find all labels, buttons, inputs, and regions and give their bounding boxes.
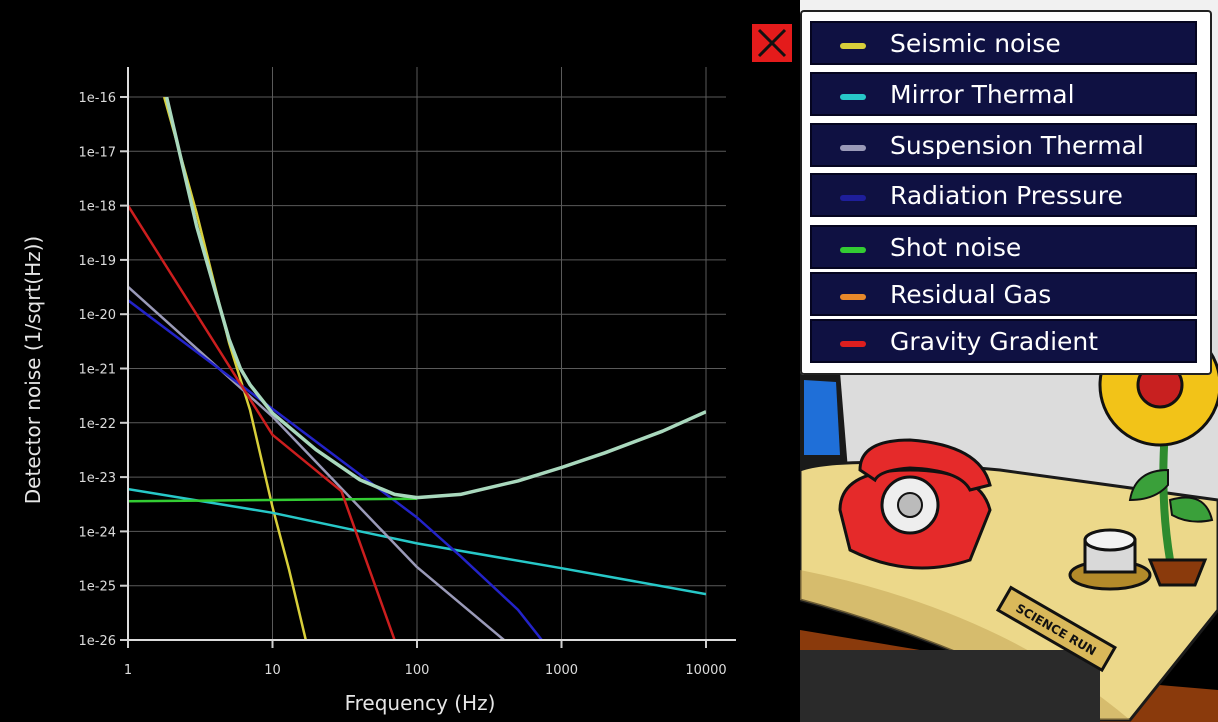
series-line-gravity-gradient: [128, 204, 396, 640]
legend-swatch: [840, 294, 866, 300]
legend-label: Shot noise: [890, 233, 1022, 262]
legend-item-radiation-pressure[interactable]: Radiation Pressure: [810, 173, 1197, 217]
x-axis-title: Frequency (Hz): [345, 691, 496, 715]
series-line-radiation-pressure: [128, 299, 543, 640]
y-tick-label: 1e-16: [78, 91, 116, 106]
chart-grid: [128, 67, 726, 640]
x-tick-label: 1: [124, 663, 132, 678]
legend-item-seismic-noise[interactable]: Seismic noise: [810, 21, 1197, 65]
y-tick-label: 1e-26: [78, 634, 116, 649]
legend-label: Mirror Thermal: [890, 80, 1075, 109]
y-tick-label: 1e-25: [78, 580, 116, 595]
chart-series: [128, 97, 706, 640]
noise-chart: 1 10 100 1000 10000 1e-16 1e-17 1e-18 1e-19 1e-20…: [21, 67, 736, 715]
y-tick-label: 1e-19: [78, 254, 116, 269]
series-line-shot-noise: [128, 497, 418, 503]
y-tick-label: 1e-18: [78, 200, 116, 215]
legend-label: Residual Gas: [890, 280, 1052, 309]
series-legend: Seismic noise Mirror Thermal Suspension …: [800, 10, 1212, 375]
y-axis-title: Detector noise (1/sqrt(Hz)): [21, 236, 45, 504]
telephone-icon: [838, 438, 992, 570]
y-tick-label: 1e-21: [78, 363, 116, 378]
legend-swatch: [840, 145, 866, 151]
y-tick-label: 1e-24: [78, 525, 116, 540]
close-icon: [757, 28, 787, 58]
legend-swatch: [840, 94, 866, 100]
legend-item-mirror-thermal[interactable]: Mirror Thermal: [810, 72, 1197, 116]
legend-item-gravity-gradient[interactable]: Gravity Gradient: [810, 319, 1197, 363]
x-tick-label: 10: [264, 663, 281, 678]
legend-label: Gravity Gradient: [890, 327, 1099, 356]
legend-item-shot-noise[interactable]: Shot noise: [810, 225, 1197, 269]
legend-label: Radiation Pressure: [890, 181, 1123, 210]
series-line-mirror-thermal: [128, 487, 706, 596]
x-tick-label: 100: [405, 663, 430, 678]
series-line-seismic-noise: [162, 97, 308, 640]
series-line-total-noise: [164, 97, 706, 500]
legend-label: Seismic noise: [890, 29, 1061, 58]
close-button[interactable]: [752, 24, 792, 62]
legend-swatch: [840, 341, 866, 347]
x-tick-label: 1000: [545, 663, 578, 678]
button-icon: [1068, 528, 1152, 591]
legend-label: Suspension Thermal: [890, 131, 1144, 160]
series-line-suspension-thermal: [128, 285, 505, 640]
chart-axes: 1 10 100 1000 10000 1e-16 1e-17 1e-18 1e-19 1e-20…: [78, 67, 736, 678]
x-tick-label: 10000: [685, 663, 726, 678]
y-tick-label: 1e-17: [78, 145, 116, 160]
legend-swatch: [840, 247, 866, 253]
floor: [800, 650, 1100, 722]
y-tick-label: 1e-22: [78, 417, 116, 432]
legend-item-suspension-thermal[interactable]: Suspension Thermal: [810, 123, 1197, 167]
legend-swatch: [840, 43, 866, 49]
legend-swatch: [840, 195, 866, 201]
legend-item-residual-gas[interactable]: Residual Gas: [810, 272, 1197, 316]
y-tick-label: 1e-23: [78, 471, 116, 486]
y-tick-label: 1e-20: [78, 308, 116, 323]
